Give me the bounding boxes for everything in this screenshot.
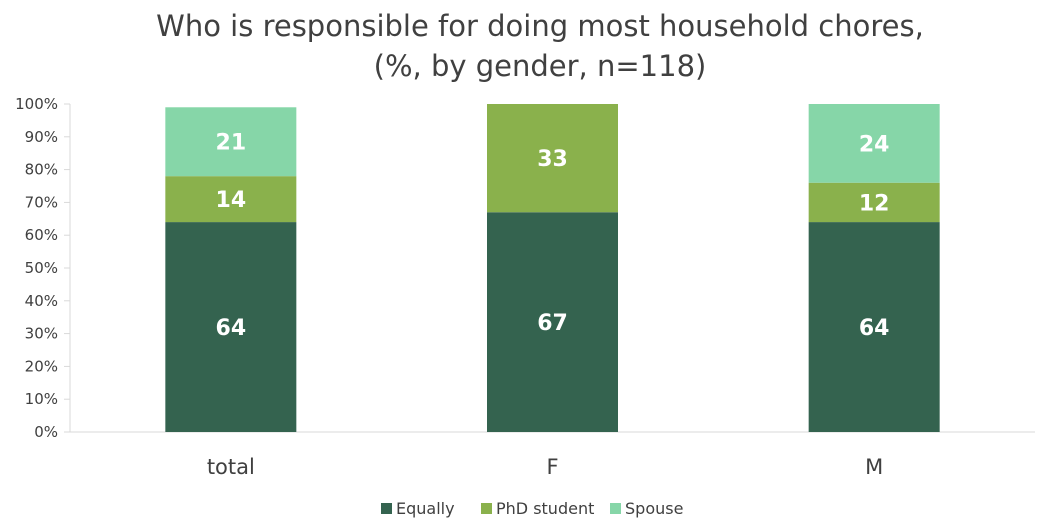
data-label: 64 [216,316,247,341]
y-tick-label: 60% [25,226,58,244]
bar-segments [165,104,940,432]
data-label: 21 [216,131,247,156]
bar-segment-phd-student [808,182,940,223]
data-label: 14 [216,188,247,213]
category-label: total [207,455,255,479]
legend-swatch [610,503,621,514]
bar-segment-equally [165,222,297,432]
legend-label: PhD student [496,499,594,518]
data-label: 67 [537,311,568,336]
y-tick-label: 20% [25,357,58,375]
legend-label: Equally [396,499,455,518]
y-tick-label: 80% [25,161,58,179]
legend-label: Spouse [625,499,683,518]
bar-segment-phd-student [487,104,618,213]
chart-title-line-2: (%, by gender, n=118) [374,49,707,83]
data-label: 64 [859,316,890,341]
bar-segment-phd-student [165,176,297,223]
data-labels: 64 14 21 67 33 64 12 24 [216,131,890,341]
y-tick-label: 0% [34,423,58,441]
bar-segment-equally [808,222,940,432]
bar-segment-spouse [165,107,297,177]
category-label: M [865,455,883,479]
category-labels: total F M [207,455,883,479]
chart-axes: 0% 10% 20% 30% 40% 50% 60% 70% 80% 90% 100% [15,95,1035,441]
legend-swatch [381,503,392,514]
bar-segment-equally [487,212,618,432]
category-label: F [546,455,558,479]
y-tick-label: 70% [25,193,58,211]
y-tick-label: 10% [25,390,58,408]
y-tick-label: 100% [15,95,58,113]
data-label: 33 [537,147,568,172]
data-label: 24 [859,132,890,157]
chart-title-line-1: Who is responsible for doing most househ… [156,9,924,43]
legend: Equally PhD student Spouse [381,499,683,518]
y-tick-label: 50% [25,259,58,277]
data-label: 12 [859,191,890,216]
y-tick-label: 90% [25,128,58,146]
bar-segment-spouse [808,104,940,183]
legend-swatch [481,503,492,514]
y-tick-label: 40% [25,292,58,310]
y-tick-label: 30% [25,325,58,343]
